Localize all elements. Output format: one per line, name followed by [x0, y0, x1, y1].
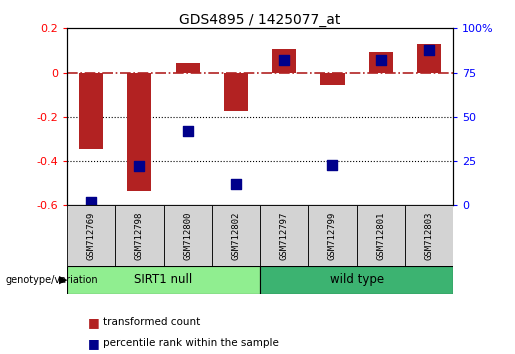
Text: ■: ■ — [88, 316, 99, 329]
FancyBboxPatch shape — [67, 205, 115, 266]
Text: genotype/variation: genotype/variation — [5, 275, 98, 285]
FancyBboxPatch shape — [260, 266, 453, 294]
Point — [87, 199, 95, 205]
Bar — [417, 44, 441, 73]
FancyBboxPatch shape — [163, 205, 212, 266]
Point — [329, 162, 337, 167]
Point — [135, 164, 144, 169]
Bar — [127, 73, 151, 191]
FancyBboxPatch shape — [260, 205, 308, 266]
FancyBboxPatch shape — [405, 205, 453, 266]
FancyBboxPatch shape — [308, 205, 356, 266]
Point — [376, 57, 385, 63]
Text: GSM712801: GSM712801 — [376, 211, 385, 259]
FancyBboxPatch shape — [212, 205, 260, 266]
Text: GSM712799: GSM712799 — [328, 211, 337, 259]
Text: GSM712800: GSM712800 — [183, 211, 192, 259]
Bar — [320, 73, 345, 85]
FancyBboxPatch shape — [356, 205, 405, 266]
Text: percentile rank within the sample: percentile rank within the sample — [103, 338, 279, 348]
Point — [425, 47, 433, 52]
Text: GSM712798: GSM712798 — [135, 211, 144, 259]
FancyBboxPatch shape — [67, 266, 260, 294]
Bar — [176, 63, 200, 73]
Bar — [369, 52, 393, 73]
Text: wild type: wild type — [330, 273, 384, 286]
Text: transformed count: transformed count — [103, 317, 200, 327]
Title: GDS4895 / 1425077_at: GDS4895 / 1425077_at — [179, 13, 341, 27]
Point — [280, 57, 288, 63]
Text: ■: ■ — [88, 337, 99, 350]
Text: ▶: ▶ — [59, 275, 68, 285]
Bar — [79, 73, 103, 149]
Text: SIRT1 null: SIRT1 null — [134, 273, 193, 286]
Text: GSM712803: GSM712803 — [424, 211, 434, 259]
Point — [232, 181, 240, 187]
Bar — [272, 49, 296, 73]
FancyBboxPatch shape — [115, 205, 163, 266]
Text: GSM712802: GSM712802 — [231, 211, 241, 259]
Point — [183, 128, 192, 134]
Bar — [224, 73, 248, 111]
Text: GSM712769: GSM712769 — [87, 211, 96, 259]
Text: GSM712797: GSM712797 — [280, 211, 289, 259]
